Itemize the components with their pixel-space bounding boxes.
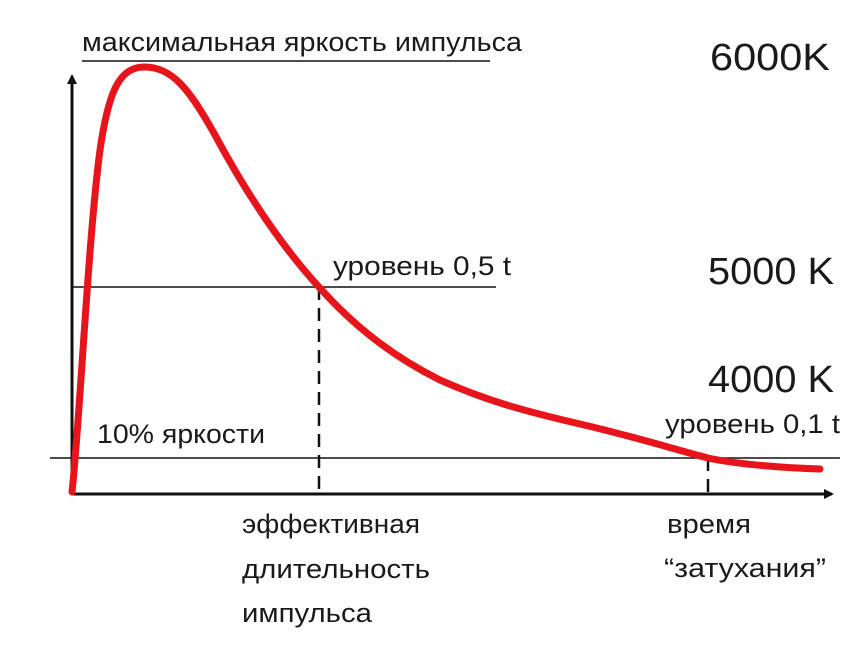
temperature-label-4000k: 4000 K bbox=[708, 359, 834, 401]
temperature-label-6000k: 6000K bbox=[710, 37, 830, 79]
effective-duration-label-line-1: эффективная bbox=[242, 509, 420, 539]
pulse-curve bbox=[68, 63, 824, 496]
tenth-level-label: уровень 0,1 t bbox=[665, 409, 841, 439]
half-level-label: уровень 0,5 t bbox=[333, 251, 512, 281]
effective-duration-label-line-3: импульса bbox=[242, 598, 373, 628]
decay-time-label-line-2: “затухания” bbox=[664, 553, 826, 583]
decay-time-label-line-1: время bbox=[667, 509, 751, 539]
peak-brightness-label: максимальная яркость импульса bbox=[82, 27, 523, 57]
effective-duration-label-line-2: длительность bbox=[242, 554, 430, 584]
ten-percent-brightness-label: 10% яркости bbox=[97, 419, 265, 449]
temperature-label-5000k: 5000 K bbox=[708, 251, 834, 293]
